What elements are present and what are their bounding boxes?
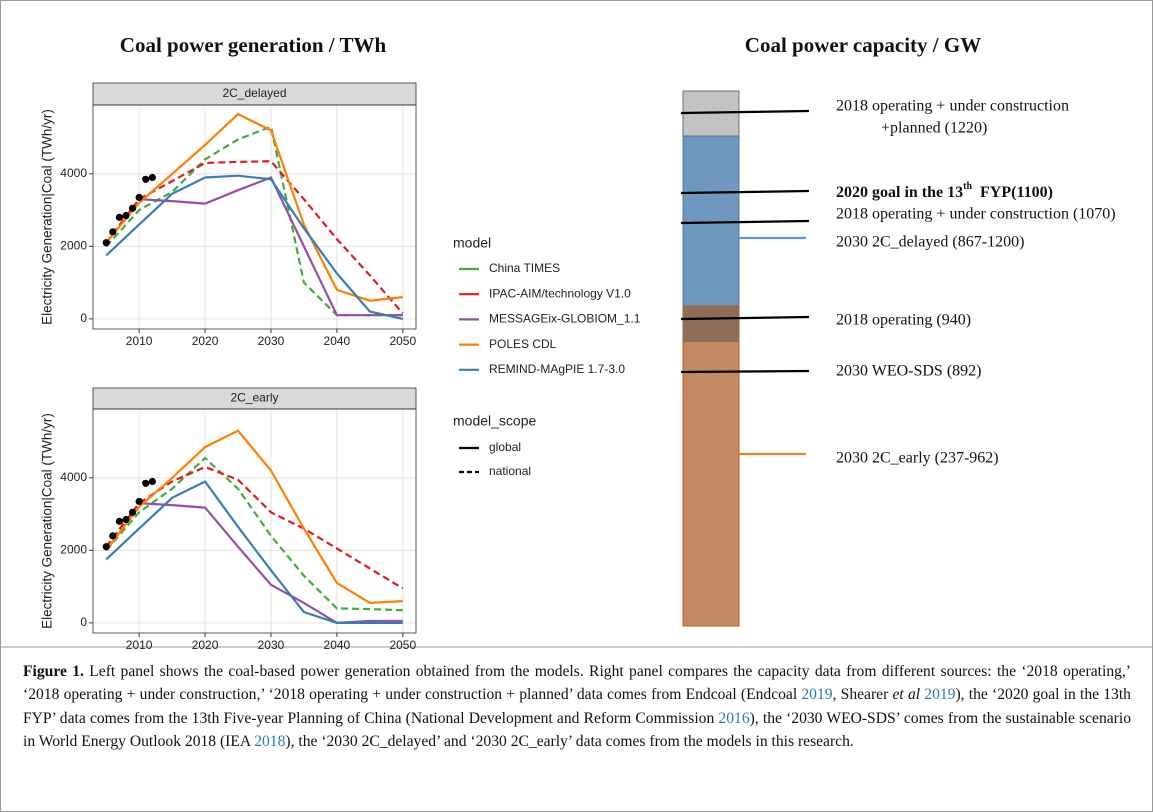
caption-text: ), the ‘2030 2C_delayed’ and ‘2030 2C_ea… — [285, 733, 854, 751]
historical-point — [115, 213, 123, 221]
right-title: Coal power capacity / GW — [745, 33, 981, 57]
x-tick-label: 2030 — [258, 334, 285, 348]
series-line — [105, 160, 404, 315]
early-range-block — [682, 305, 740, 627]
x-tick-label: 2030 — [258, 638, 285, 651]
historical-point — [109, 532, 117, 540]
series-line — [105, 456, 403, 612]
capacity-label: 2018 operating (940) — [836, 312, 971, 329]
legend-title: model_scope — [453, 413, 536, 429]
series-line — [105, 174, 404, 320]
historical-point — [128, 204, 137, 212]
historical-point — [142, 479, 150, 487]
overlap-block — [683, 306, 739, 342]
x-tick-label: 2020 — [192, 638, 219, 651]
legend-label: national — [489, 464, 531, 478]
legend-label: POLES CDL — [489, 337, 557, 351]
series-line — [105, 429, 403, 605]
x-tick-label: 2040 — [324, 638, 351, 651]
caption-text: ), the ‘2030 WEO-SDS’ comes from the sus… — [23, 709, 1131, 751]
historical-point — [109, 228, 117, 236]
historical-point — [148, 477, 156, 486]
caption-text[interactable]: 2016 — [718, 709, 750, 727]
marker-line — [680, 219, 810, 225]
capacity-label: 2018 operating + under construction — [836, 98, 1069, 115]
caption-text[interactable]: 2018 — [254, 733, 286, 751]
caption-text[interactable]: 2019 — [801, 686, 833, 704]
historical-point — [148, 173, 156, 182]
caption-text: et al — [892, 686, 921, 704]
y-axis-label: Electricity Generation|Coal (TWh/yr) — [40, 109, 55, 325]
historical-point — [115, 517, 123, 525]
plot-border — [92, 104, 417, 330]
caption-text: Left panel shows the coal-based power ge… — [23, 663, 1132, 704]
legend-label: global — [489, 440, 521, 454]
legend-title: model — [453, 235, 491, 251]
historical-point — [142, 175, 150, 183]
capacity-label: 2030 2C_delayed (867-1200) — [836, 234, 1024, 251]
capacity-label: +planned (1220) — [881, 120, 987, 137]
x-tick-label: 2050 — [389, 638, 416, 651]
x-tick-label: 2010 — [126, 638, 153, 651]
caption-text: Figure 1. — [23, 663, 84, 680]
x-tick-label: 2040 — [324, 334, 351, 348]
marker-line — [680, 315, 810, 321]
historical-point — [122, 515, 130, 524]
plot-background — [93, 409, 416, 633]
legend-label: REMIND-MAgPIE 1.7-3.0 — [489, 362, 625, 376]
series-line — [105, 112, 403, 302]
caption-text: ), the ‘2020 goal in the 13th FYP’ data … — [23, 686, 1131, 727]
x-tick-label: 2020 — [192, 334, 219, 348]
label-part: 2020 goal in the 13 — [836, 184, 963, 201]
historical-point — [102, 239, 110, 247]
x-tick-label: 2010 — [126, 334, 153, 348]
capacity-label: 2030 WEO-SDS (892) — [836, 363, 981, 380]
series-line — [139, 502, 403, 625]
facet-label: 2C_delayed — [222, 86, 286, 100]
series-line — [105, 480, 403, 624]
historical-point — [122, 211, 130, 220]
capacity-label: 2018 operating + under construction (107… — [836, 206, 1116, 223]
legend-label: IPAC-AIM/technology V1.0 — [489, 286, 631, 300]
marker-line — [680, 189, 810, 195]
marker-line — [680, 369, 810, 374]
label-part: FYP(1100) — [972, 184, 1053, 201]
x-tick-label: 2050 — [389, 334, 416, 348]
figure: Coal power generation / TWh Coal power c… — [1, 33, 1152, 651]
facet-label: 2C_early — [230, 391, 278, 405]
label-part: th — [963, 181, 972, 192]
historical-point — [102, 543, 110, 551]
y-tick-label: 0 — [80, 311, 87, 325]
legend-label: China TIMES — [489, 261, 560, 275]
plot-background — [93, 105, 416, 329]
series-line — [105, 465, 404, 590]
historical-point — [135, 193, 143, 202]
legend-label: MESSAGEix-GLOBIOM_1.1 — [489, 312, 641, 326]
y-axis-label: Electricity Generation|Coal (TWh/yr) — [40, 413, 55, 629]
y-tick-label: 0 — [80, 615, 87, 629]
capacity-label: 2020 goal in the 13th FYP(1100) — [836, 181, 1053, 200]
series-line — [139, 176, 403, 317]
plot-border — [92, 408, 417, 634]
caption: Figure 1. Left panel shows the coal-base… — [23, 660, 1131, 754]
y-tick-label: 2000 — [60, 239, 87, 253]
y-tick-label: 2000 — [60, 543, 87, 557]
marker-line — [680, 109, 810, 115]
left-title: Coal power generation / TWh — [120, 33, 387, 57]
caption-text[interactable]: 2019 — [920, 686, 956, 704]
historical-point — [135, 497, 143, 506]
y-tick-label: 4000 — [60, 470, 87, 484]
historical-point — [128, 508, 137, 516]
caption-text: , Shearer — [832, 686, 893, 704]
capacity-label: 2030 2C_early (237-962) — [836, 450, 999, 467]
y-tick-label: 4000 — [60, 166, 87, 180]
